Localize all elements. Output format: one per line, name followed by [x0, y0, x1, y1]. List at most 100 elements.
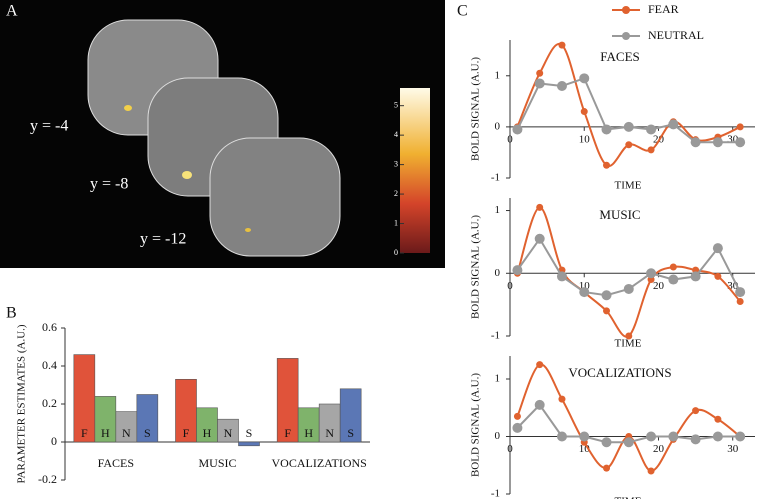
y-tick-label: 1 [495, 373, 501, 385]
y-tick-label: 0 [495, 267, 501, 279]
brain-slices [87, 19, 341, 257]
y-tick-label: 1 [495, 204, 501, 216]
data-point [512, 422, 523, 433]
colorbar-tick-label: 0 [394, 248, 398, 257]
data-point [692, 407, 700, 415]
data-point [556, 271, 567, 282]
data-point [623, 283, 634, 294]
bar-series-letter: H [304, 426, 313, 440]
x-tick-label: 10 [579, 280, 591, 292]
data-point [556, 431, 567, 442]
data-point [579, 287, 590, 298]
x-tick-label: 20 [653, 280, 665, 292]
bar [238, 441, 260, 447]
x-tick-label: 30 [727, 443, 739, 455]
series-line [516, 206, 741, 338]
y-tick-label: -1 [491, 172, 500, 184]
data-point [601, 437, 612, 448]
bar-series-letter: N [325, 426, 334, 440]
panel-label: C [457, 3, 468, 20]
data-point [534, 78, 545, 89]
data-point [512, 265, 523, 276]
colorbar-tick-label: 1 [394, 218, 398, 227]
series-line [516, 363, 741, 472]
data-point [669, 263, 677, 271]
x-tick-label: 30 [727, 280, 739, 292]
x-axis-label: TIME [615, 496, 642, 499]
slice-label: y = -12 [140, 231, 186, 248]
y-tick-label: 1 [495, 69, 501, 81]
data-point [534, 399, 545, 410]
data-point [668, 119, 679, 130]
data-point [646, 124, 657, 135]
slice-label: y = -8 [90, 176, 128, 193]
bar-series-letter: H [203, 426, 212, 440]
slice-label: y = -4 [30, 118, 68, 135]
y-tick-label: 0.6 [42, 320, 57, 334]
data-point [712, 137, 723, 148]
data-point [647, 146, 655, 154]
bar [339, 388, 362, 443]
colorbar-tick-label: 4 [394, 130, 398, 139]
colorbar-tick-label: 2 [394, 189, 398, 198]
bar-series-letter: F [81, 426, 88, 440]
y-tick-label: 0 [495, 120, 501, 132]
chart-title: VOCALIZATIONS [568, 365, 671, 380]
data-point [623, 437, 634, 448]
data-point [714, 272, 722, 280]
y-tick-label: -1 [491, 330, 500, 342]
data-point [647, 467, 655, 475]
bar-series-letter: N [122, 426, 131, 440]
x-tick-label: FACES [98, 456, 134, 470]
data-point [690, 137, 701, 148]
data-point [714, 415, 722, 423]
panel-label: A [6, 3, 18, 20]
bar-series-letter: S [144, 426, 151, 440]
data-point [558, 41, 566, 49]
bar-series-letter: N [224, 426, 233, 440]
chart-title: MUSIC [599, 207, 640, 222]
data-point [668, 274, 679, 285]
y-axis-label: BOLD SIGNAL (A.U.) [470, 57, 482, 161]
data-point [712, 431, 723, 442]
x-axis-label: TIME [615, 338, 642, 350]
bar-series-letter: H [101, 426, 110, 440]
bar-series-letter: S [347, 426, 354, 440]
chart-title: FACES [600, 49, 640, 64]
series-line [516, 77, 741, 144]
data-point [646, 268, 657, 279]
panel-label: B [6, 305, 17, 322]
data-point [736, 123, 744, 131]
legend-marker [622, 32, 630, 40]
x-tick-label: 20 [653, 443, 665, 455]
y-tick-label: 0 [495, 430, 501, 442]
data-point [536, 69, 544, 77]
colorbar [400, 88, 430, 253]
data-point [513, 412, 521, 420]
data-point [601, 124, 612, 135]
bar [276, 358, 299, 443]
data-point [690, 271, 701, 282]
data-point [646, 431, 657, 442]
colorbar-tick-label: 3 [394, 159, 398, 168]
data-point [736, 298, 744, 305]
x-tick-label: 30 [727, 133, 739, 145]
data-point [668, 431, 679, 442]
data-point [712, 243, 723, 254]
x-tick-label: MUSIC [198, 456, 236, 470]
data-point [536, 203, 544, 211]
data-point [558, 395, 566, 403]
legend-label: FEAR [648, 2, 679, 16]
data-point [735, 287, 746, 298]
data-point [512, 124, 523, 135]
y-tick-label: -0.2 [38, 472, 57, 486]
bar-series-letter: F [183, 426, 190, 440]
data-point [579, 73, 590, 84]
legend-marker [622, 6, 630, 14]
data-point [735, 431, 746, 442]
bar-series-letter: S [246, 426, 253, 440]
data-point [603, 307, 611, 315]
x-axis-label: TIME [615, 180, 642, 192]
bar-series-letter: F [284, 426, 291, 440]
y-tick-label: 0 [51, 434, 57, 448]
